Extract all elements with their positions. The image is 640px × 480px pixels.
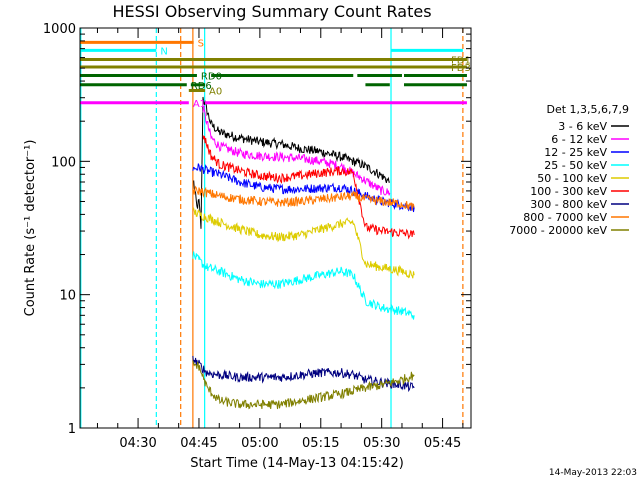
series-line-1: [202, 106, 391, 196]
y-tick-label-3: 1000: [43, 22, 76, 37]
axes: 1 10 100 1000 04:30 04:45 05:00 05:15 05:30 05:45: [43, 22, 472, 451]
y-tick-label-2: 100: [51, 155, 76, 170]
legend-label-5: 100 - 300 keV: [530, 185, 607, 198]
state-bar-label-5: RD6: [191, 81, 212, 92]
legend-header: Det 1,3,5,6,7,9: [546, 103, 629, 116]
y-tick-label-1: 10: [59, 289, 76, 304]
legend-label-2: 12 - 25 keV: [544, 146, 607, 159]
state-bar-label-0: S: [198, 38, 204, 49]
series-line-6: [192, 355, 415, 393]
y-axis-label: Count Rate (s⁻¹ detector⁻¹): [23, 140, 38, 317]
state-bar-label-3: FD3: [451, 63, 471, 74]
x-tick-label-3: 05:15: [302, 436, 339, 451]
legend-label-3: 25 - 50 keV: [544, 159, 607, 172]
series-line-0: [193, 96, 390, 229]
series-lines: [192, 96, 415, 410]
x-tick-label-2: 05:00: [241, 436, 278, 451]
series-line-3: [192, 251, 415, 320]
y-tick-label-0: 1: [68, 422, 76, 437]
legend-label-4: 50 - 100 keV: [537, 172, 607, 185]
x-axis-label: Start Time (14-May-13 04:15:42): [190, 456, 404, 471]
x-tick-label-0: 04:30: [119, 436, 156, 451]
x-tick-label-1: 04:45: [180, 436, 217, 451]
series-line-8: [192, 360, 415, 410]
timestamp: 14-May-2013 22:03: [549, 468, 637, 478]
vertical-markers: [80, 28, 464, 428]
x-tick-label-5: 05:45: [424, 436, 461, 451]
legend-label-6: 300 - 800 keV: [530, 198, 607, 211]
x-tick-label-4: 05:30: [363, 436, 400, 451]
legend-label-0: 3 - 6 keV: [558, 120, 607, 133]
state-bar-label-4: RD0: [201, 72, 222, 83]
state-bar-label-2: FD1: [451, 56, 471, 67]
legend-label-8: 7000 - 20000 keV: [509, 224, 607, 237]
series-line-4: [192, 207, 415, 279]
legend-label-7: 800 - 7000 keV: [523, 211, 607, 224]
series-line-7: [192, 185, 415, 211]
series-line-5: [202, 135, 415, 240]
plot-frame: [79, 27, 472, 429]
state-bar-label-6: A0: [209, 86, 222, 97]
state-bar-label-1: N: [160, 46, 167, 57]
chart-title: HESSI Observing Summary Count Rates: [112, 2, 431, 21]
legend-label-1: 6 - 12 keV: [551, 133, 607, 146]
state-bar-label-7: A1: [193, 99, 206, 110]
